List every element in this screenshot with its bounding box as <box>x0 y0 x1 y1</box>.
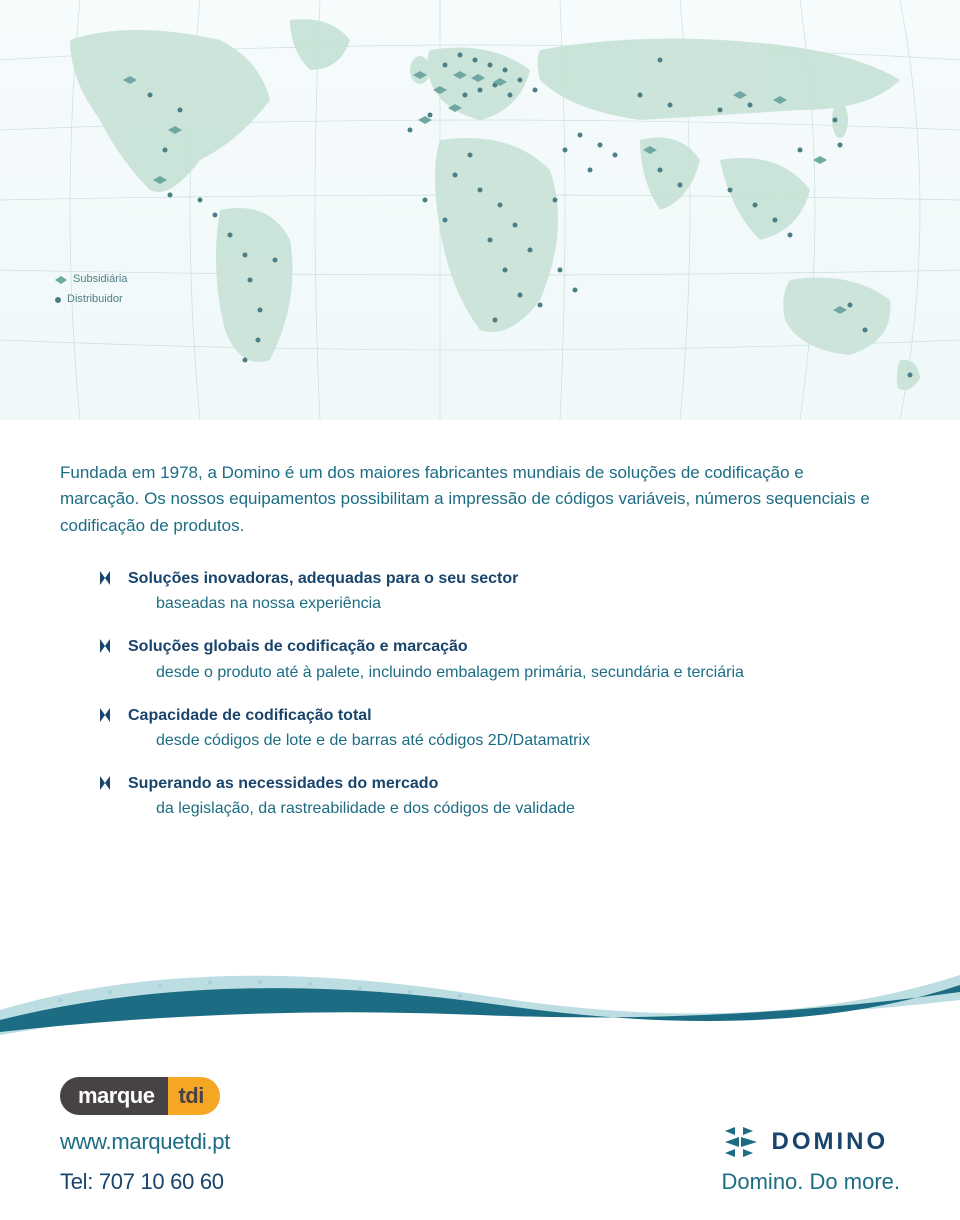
bullet-subtitle: baseadas na nossa experiência <box>128 592 840 615</box>
legend-subsidiary: Subsidiária <box>55 270 127 290</box>
map-legend: Subsidiária Distribuidor <box>55 270 127 310</box>
bullet-item: Soluções inovadoras, adequadas para o se… <box>100 567 840 615</box>
bullet-title: Soluções inovadoras, adequadas para o se… <box>128 567 840 590</box>
domino-logo: DOMINO <box>721 1125 900 1159</box>
tagline: Domino. Do more. <box>721 1169 900 1195</box>
bullet-subtitle: desde o produto até à palete, incluindo … <box>128 661 840 684</box>
subsidiary-marker-icon <box>55 276 67 284</box>
telephone: Tel: 707 10 60 60 <box>60 1169 230 1195</box>
footer-right: DOMINO Domino. Do more. <box>721 1125 900 1195</box>
domino-wordmark: DOMINO <box>771 1128 888 1156</box>
legend-distributor: Distribuidor <box>55 290 127 310</box>
intro-paragraph: Fundada em 1978, a Domino é um dos maior… <box>60 460 880 539</box>
logo-marque-part: marque <box>60 1077 168 1115</box>
bullet-title: Soluções globais de codificação e marcaç… <box>128 635 840 658</box>
legend-distributor-label: Distribuidor <box>67 290 123 310</box>
bullet-title: Capacidade de codificação total <box>128 704 840 727</box>
website-url: www.marquetdi.pt <box>60 1129 230 1155</box>
bullet-item: Soluções globais de codificação e marcaç… <box>100 635 840 683</box>
distributor-marker-icon <box>55 297 61 303</box>
marquetdi-logo: marque tdi <box>60 1077 230 1115</box>
world-map: Subsidiária Distribuidor <box>0 0 960 420</box>
wave-decoration <box>0 940 960 1060</box>
domino-mark-icon <box>721 1125 761 1159</box>
bullet-title: Superando as necessidades do mercado <box>128 772 840 795</box>
bullet-subtitle: desde códigos de lote e de barras até có… <box>128 729 840 752</box>
content-area: Fundada em 1978, a Domino é um dos maior… <box>0 420 960 821</box>
footer-left: marque tdi www.marquetdi.pt Tel: 707 10 … <box>60 1077 230 1195</box>
bullet-list: Soluções inovadoras, adequadas para o se… <box>60 567 840 821</box>
footer: marque tdi www.marquetdi.pt Tel: 707 10 … <box>0 1077 960 1195</box>
logo-tdi-part: tdi <box>168 1077 219 1115</box>
bullet-item: Capacidade de codificação total desde có… <box>100 704 840 752</box>
map-svg <box>0 0 960 420</box>
bullet-subtitle: da legislação, da rastreabilidade e dos … <box>128 797 840 820</box>
legend-subsidiary-label: Subsidiária <box>73 270 127 290</box>
bullet-item: Superando as necessidades do mercado da … <box>100 772 840 820</box>
